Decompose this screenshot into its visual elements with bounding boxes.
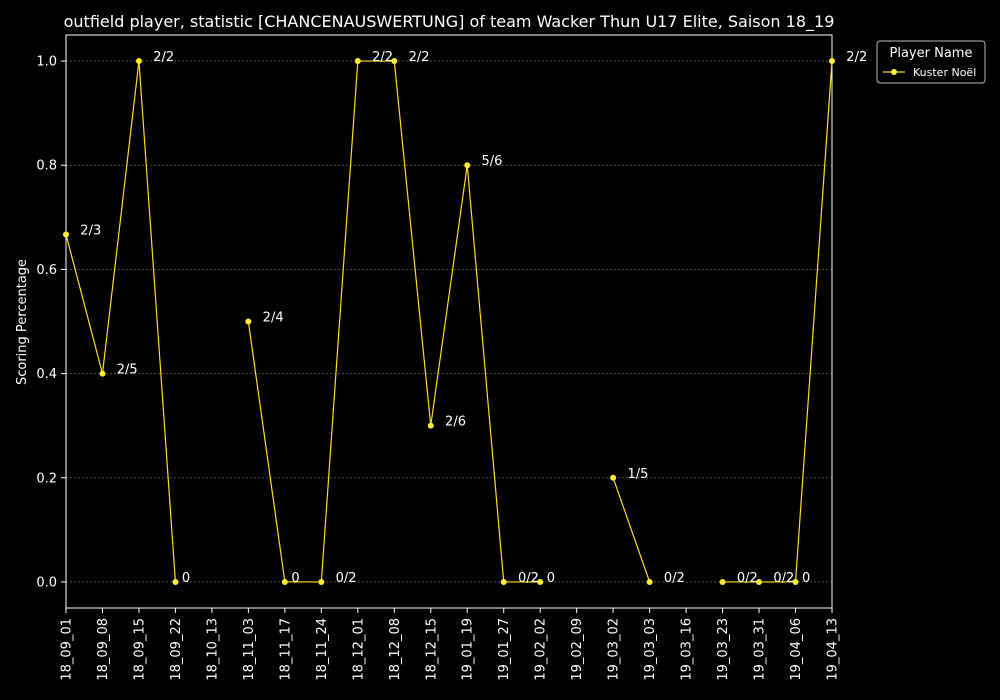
data-label: 0/2 — [664, 571, 685, 586]
data-point — [464, 162, 471, 169]
series-line-segment — [65, 234, 104, 374]
data-label: 2/2 — [372, 50, 393, 65]
series-line-segment — [393, 60, 432, 426]
data-point — [99, 370, 106, 377]
legend-title: Player Name — [890, 46, 973, 61]
series-line-segment — [320, 61, 359, 582]
plot-frame — [65, 34, 833, 609]
series-line-segment — [138, 61, 177, 582]
chart-title: outfield player, statistic [CHANCENAUSWE… — [64, 12, 835, 32]
x-tick-label: 18_10_13 — [205, 618, 220, 681]
data-point — [792, 578, 799, 585]
data-point — [63, 231, 69, 238]
data-point — [610, 474, 617, 481]
y-tick-label: 0.4 — [36, 367, 57, 382]
series-line-segment — [466, 165, 505, 583]
x-tick-label: 19_03_03 — [643, 618, 658, 681]
data-label: 2/2 — [846, 50, 867, 65]
legend: Player Name Kuster Noël — [876, 40, 986, 84]
data-label: 0/2 — [737, 571, 758, 586]
data-point — [537, 578, 544, 585]
data-point — [318, 578, 325, 585]
series-line-layer — [65, 60, 833, 583]
x-tick-label: 18_12_08 — [388, 618, 403, 681]
data-label: 0/2 — [336, 571, 357, 586]
x-tick-label: 19_04_13 — [826, 618, 841, 681]
data-point — [354, 58, 361, 65]
legend-entry-label: Kuster Noël — [913, 66, 976, 79]
x-tick-label: 18_12_15 — [424, 618, 439, 681]
x-tick-label: 18_09_01 — [60, 618, 75, 681]
series-line-segment — [612, 477, 651, 583]
x-tick-label: 19_02_02 — [534, 618, 549, 681]
data-label: 2/2 — [409, 50, 430, 65]
series-line-segment — [101, 60, 140, 374]
x-tick-label: 18_11_03 — [242, 618, 257, 681]
data-point — [756, 578, 763, 585]
data-label: 1/5 — [627, 467, 648, 482]
legend-marker-swatch — [891, 69, 897, 75]
data-point — [829, 58, 835, 65]
series-point-layer — [63, 58, 835, 585]
data-point — [281, 578, 288, 585]
x-tick-label: 19_03_31 — [753, 618, 768, 681]
series-line-segment — [247, 321, 286, 583]
y-tick-label: 0.6 — [36, 263, 57, 278]
y-axis-label: Scoring Percentage — [15, 259, 30, 385]
data-point — [719, 578, 726, 585]
series-line-segment — [430, 165, 468, 426]
data-point — [245, 318, 252, 325]
data-point — [646, 578, 653, 585]
x-tick-label: 18_09_15 — [132, 618, 147, 681]
x-tick-label: 18_09_22 — [169, 618, 184, 681]
data-label: 2/4 — [263, 311, 284, 326]
axes-layer: 0.0 0.2 0.4 0.6 0.8 1.0 18_09_01 18_09_08 18_09_… — [36, 34, 841, 681]
x-tick-label: 18_09_08 — [96, 618, 111, 681]
x-tick-label: 19_03_23 — [716, 618, 731, 681]
x-tick-label: 19_01_19 — [461, 618, 476, 681]
x-tick-label: 19_02_09 — [570, 618, 585, 681]
data-label: 0/2 — [773, 571, 794, 586]
data-label: 2/5 — [117, 363, 138, 378]
data-point — [172, 578, 179, 585]
x-tick-label: 19_04_06 — [789, 618, 804, 681]
x-tick-label: 18_11_17 — [278, 618, 293, 681]
data-label: 2/3 — [80, 224, 101, 239]
y-tick-label: 0.8 — [36, 159, 57, 174]
data-label: 0/2 — [518, 571, 539, 586]
data-point — [135, 58, 142, 65]
x-tick-label: 19_03_16 — [680, 618, 695, 681]
data-label: 0 — [547, 571, 555, 586]
data-point — [500, 578, 507, 585]
data-point — [391, 58, 398, 65]
data-label: 5/6 — [482, 154, 503, 169]
x-tick-label: 18_11_24 — [315, 618, 330, 681]
data-label: 2/6 — [445, 415, 466, 430]
series-line-segment — [794, 61, 833, 582]
data-point — [427, 422, 434, 429]
x-tick-label: 19_01_27 — [497, 618, 512, 681]
data-label: 0 — [291, 571, 299, 586]
data-label: 0 — [182, 571, 190, 586]
y-tick-label: 0.0 — [36, 575, 57, 590]
data-label: 2/2 — [153, 50, 174, 65]
x-tick-label: 19_03_02 — [607, 618, 622, 681]
data-label: 0 — [802, 571, 810, 586]
y-tick-label: 1.0 — [36, 55, 57, 70]
x-tick-label: 18_12_01 — [351, 618, 366, 681]
grid-layer — [66, 60, 832, 583]
data-label-layer: 2/3 2/5 2/2 0 2/4 0 0/2 2/2 2/2 2/6 5/6 0/2 0 1/5 0/2 0… — [80, 50, 867, 586]
y-tick-label: 0.2 — [36, 471, 57, 486]
